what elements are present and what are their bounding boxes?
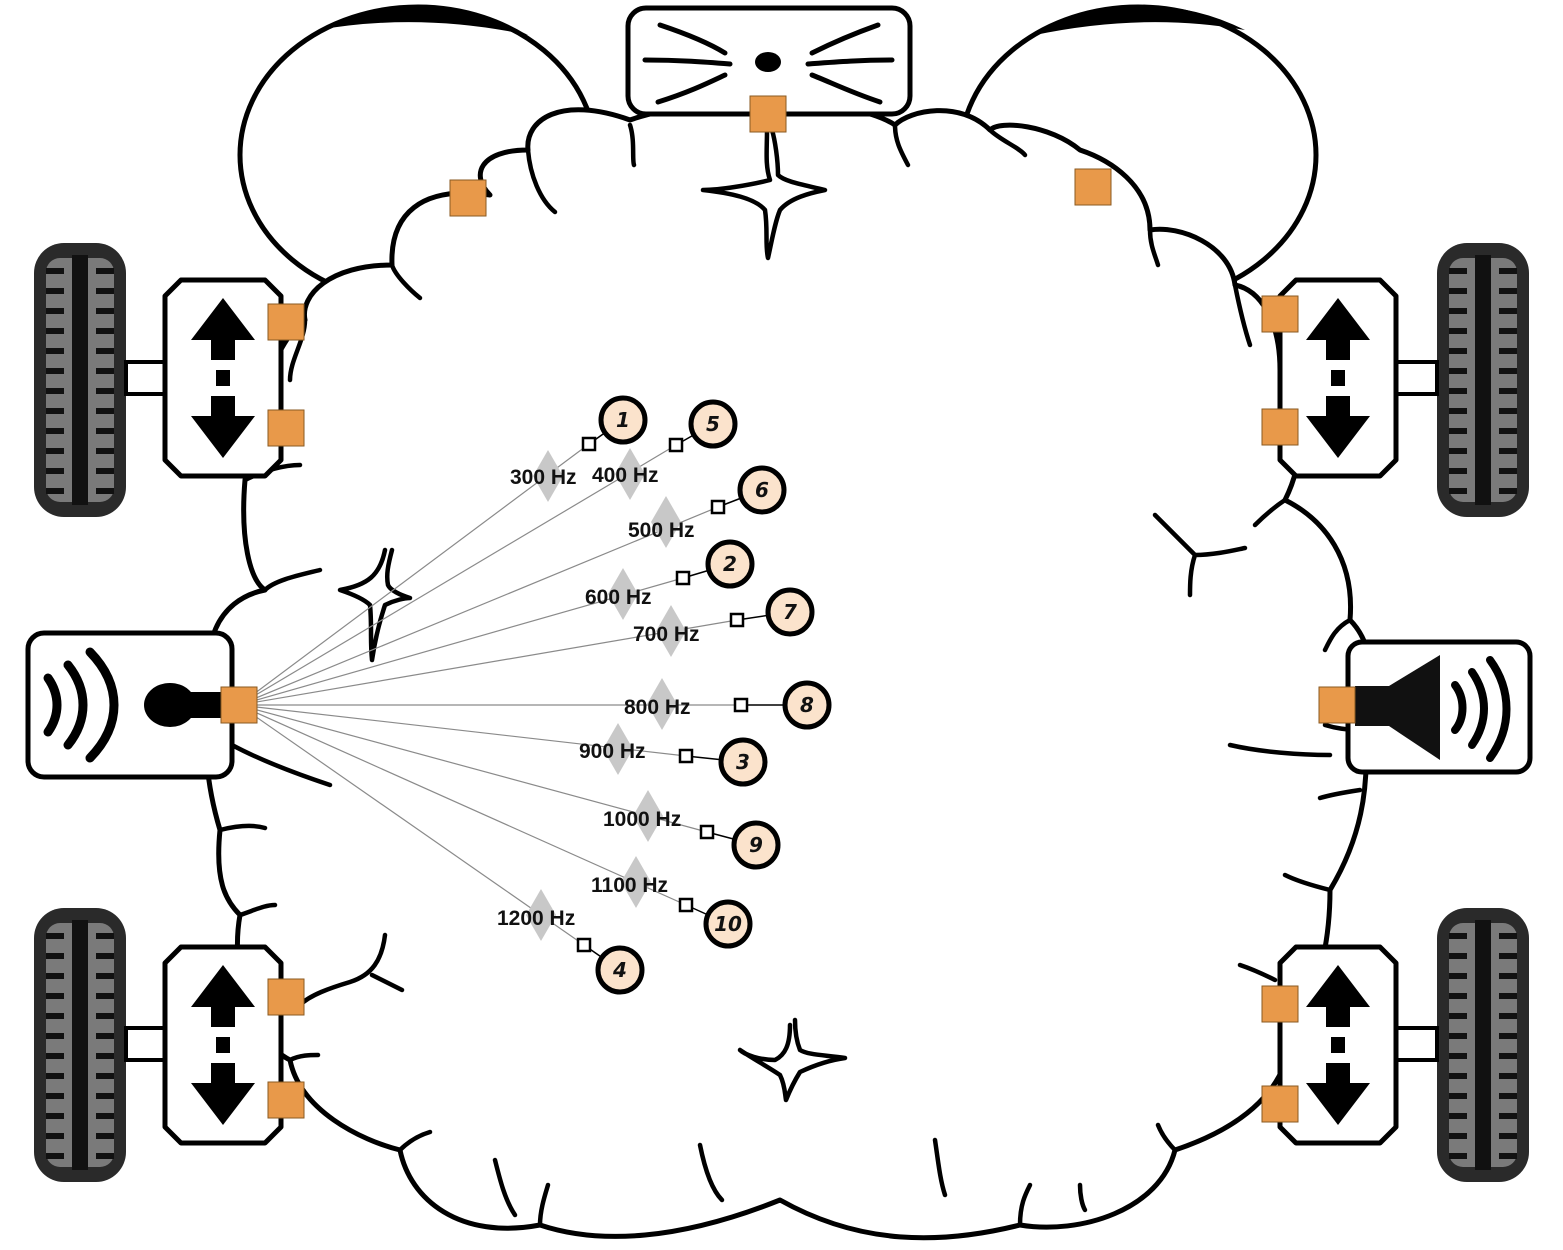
frequency-node: 1200 Hz 4 (497, 889, 645, 995)
port-square (1074, 168, 1112, 206)
neuron-node (598, 395, 648, 445)
diamond-marker (621, 856, 651, 908)
frequency-node: 1000 Hz 9 (603, 790, 781, 870)
connection-line (238, 704, 585, 946)
frequency-node: 400 Hz 5 (592, 399, 738, 500)
neuron-number: 3 (736, 750, 750, 774)
connection-line (238, 704, 687, 906)
synapse-square (733, 697, 749, 713)
neuron-node (765, 587, 815, 637)
frequency-label: 300 Hz (510, 466, 577, 489)
port-square (1261, 408, 1299, 446)
microphone-icon (25, 630, 235, 780)
diamond-marker (651, 496, 681, 548)
brain-outline (203, 99, 1375, 1241)
diamond-marker (603, 723, 633, 775)
frequency-node: 1100 Hz 10 (591, 856, 753, 949)
wheel-icon (34, 908, 126, 1182)
frequency-label: 1100 Hz (591, 874, 668, 897)
frequency-label: 900 Hz (579, 740, 646, 763)
synapse-square (581, 436, 597, 452)
frequency-node: 300 Hz 1 (510, 395, 648, 502)
synapse-square (576, 937, 592, 953)
synapse-square (710, 499, 726, 515)
frequency-label: 1000 Hz (603, 808, 681, 831)
synapse-square (678, 897, 694, 913)
frequency-node: 500 Hz 6 (628, 465, 787, 548)
neuron-number: 8 (800, 693, 814, 717)
motor-arrows-icon (165, 280, 281, 476)
synapse-square (668, 437, 684, 453)
brain-neurons (229, 127, 1333, 1103)
port-square (1261, 295, 1299, 333)
port-square (267, 303, 305, 341)
neuron-node (718, 737, 768, 787)
neuron-number: 1 (616, 408, 630, 432)
diamond-marker (526, 889, 556, 941)
connection-line (238, 577, 684, 706)
diamond-marker (608, 568, 638, 620)
diamond-marker (656, 605, 686, 657)
frequency-node: 700 Hz 7 (633, 587, 815, 657)
port-square (449, 179, 487, 217)
neuron-node (731, 820, 781, 870)
neuron-number: 4 (612, 958, 627, 982)
wheel-icon (1437, 243, 1529, 517)
neuron-number: 5 (706, 412, 720, 436)
diamond-marker (633, 790, 663, 842)
port-square (749, 95, 787, 133)
connection-line (238, 443, 590, 706)
port-square (267, 978, 305, 1016)
neuron-node (737, 465, 787, 515)
connection-line (238, 444, 677, 706)
frequency-nodes: 300 Hz 1 400 Hz 5 500 Hz 6 600 Hz 2 700 Hz 7 800 H… (497, 395, 832, 995)
diamond-marker (615, 448, 645, 500)
neuron-number: 10 (714, 912, 742, 936)
neuron-number: 9 (749, 833, 763, 857)
port-square (267, 1081, 305, 1119)
frequency-node: 800 Hz 8 (624, 678, 832, 730)
port-square (1261, 1085, 1299, 1123)
speaker-icon (1345, 639, 1533, 775)
synapse-square (678, 748, 694, 764)
motor-arrows-icon (165, 947, 281, 1143)
synapse-square (699, 824, 715, 840)
synapse-square (675, 570, 691, 586)
port-square (1261, 985, 1299, 1023)
synapse-square (729, 612, 745, 628)
frequency-label: 600 Hz (585, 586, 652, 609)
neuron-node (705, 539, 755, 589)
connection-lines (238, 443, 741, 946)
neuron-number: 6 (755, 478, 769, 502)
port-square (1318, 686, 1356, 724)
neuron-node (688, 399, 738, 449)
axles (124, 360, 1439, 1062)
diamond-marker (647, 678, 677, 730)
frequency-node: 900 Hz 3 (579, 723, 768, 787)
frequency-label: 700 Hz (633, 623, 700, 646)
port-square (220, 686, 258, 724)
neuron-number: 7 (783, 600, 797, 624)
frequency-label: 800 Hz (624, 696, 691, 719)
wheel-icon (1437, 908, 1529, 1182)
neuron-node (703, 899, 753, 949)
port-square (267, 409, 305, 447)
frequency-label: 400 Hz (592, 464, 659, 487)
neuron-number: 2 (723, 552, 737, 576)
neuron-node (782, 680, 832, 730)
neuron-node (595, 945, 645, 995)
connection-line (238, 704, 708, 833)
frequency-node: 600 Hz 2 (585, 539, 755, 620)
ports (220, 95, 1356, 1123)
connection-line (238, 506, 719, 706)
frequency-label: 500 Hz (628, 519, 695, 542)
wheel-icon (34, 243, 126, 517)
connection-line (238, 619, 738, 706)
frequency-label: 1200 Hz (497, 907, 575, 930)
diamond-marker (533, 450, 563, 502)
